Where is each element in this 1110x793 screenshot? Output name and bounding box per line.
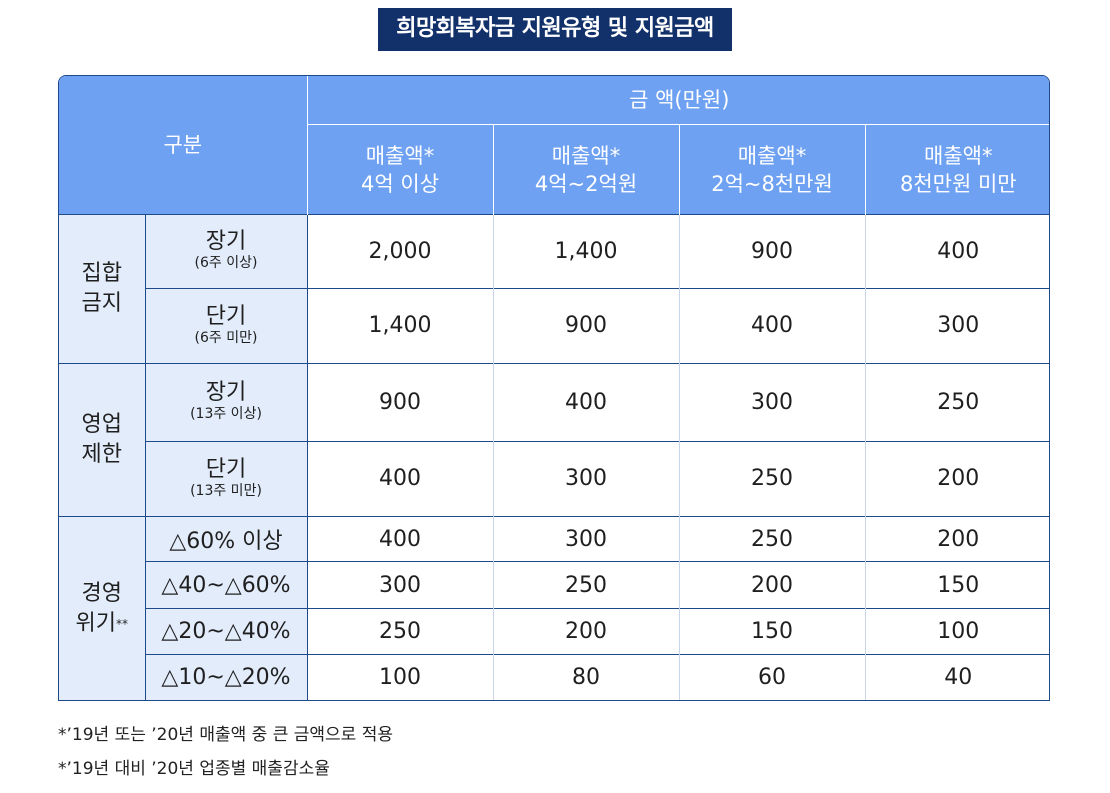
category-superscript: ** (115, 616, 128, 631)
value-cell: 400 (307, 516, 494, 562)
footnote: *’19년 또는 ’20년 매출액 중 큰 금액으로 적용 (58, 725, 393, 745)
subcategory-label: 단기 (205, 456, 247, 482)
value-cell: 250 (678, 440, 866, 517)
subcategory-cell: △40~△60% (145, 561, 308, 609)
subcategory-label: 장기 (205, 229, 247, 255)
column-header-line1: 매출액* (924, 143, 993, 168)
subcategory-note: (6주 이상) (194, 255, 258, 272)
footnotes: *’19년 또는 ’20년 매출액 중 큰 금액으로 적용 *’19년 대비 ’… (58, 718, 393, 786)
subcategory-cell: 단기 (6주 미만) (145, 287, 308, 364)
column-header-line1: 매출액* (551, 143, 621, 168)
column-header-line2: 4억 이상 (361, 171, 440, 196)
value-cell: 100 (864, 607, 1049, 655)
table-row: 단기 (13주 미만) 400 300 250 200 (59, 440, 1049, 517)
value-cell: 400 (307, 440, 494, 517)
value-cell: 900 (307, 363, 494, 442)
category-header: 구분 (59, 76, 308, 215)
category-line1: 경영 (81, 580, 122, 606)
column-header: 매출액* 8천만원 미만 (864, 124, 1049, 215)
value-cell: 200 (678, 561, 866, 609)
value-cell: 250 (678, 516, 866, 562)
value-cell: 200 (864, 516, 1049, 562)
subcategory-cell: △60% 이상 (145, 516, 308, 562)
value-cell: 150 (864, 561, 1049, 609)
table-row: △20~△40% 250 200 150 100 (59, 607, 1049, 655)
category-line1: 집합 (81, 261, 122, 286)
value-cell: 80 (492, 654, 680, 700)
column-header-line1: 매출액* (365, 143, 435, 168)
value-cell: 200 (864, 440, 1049, 517)
page-title: 희망회복자금 지원유형 및 지원금액 (378, 8, 732, 51)
support-amount-table: 구분 금 액(만원) 매출액* 4억 이상 매출액* 4억~2억원 매출액* 2억~8… (59, 76, 1049, 700)
subcategory-cell: △10~△20% (145, 654, 308, 700)
title-wrap: 희망회복자금 지원유형 및 지원금액 (0, 8, 1110, 51)
value-cell: 1,400 (492, 213, 680, 288)
value-cell: 300 (492, 440, 680, 517)
header-row-2: 매출액* 4억 이상 매출액* 4억~2억원 매출액* 2억~8천만원 매출액* 8천만… (59, 124, 1049, 215)
column-header: 매출액* 4억~2억원 (492, 124, 680, 215)
value-cell: 40 (864, 654, 1049, 700)
amount-header: 금 액(만원) (306, 76, 1049, 126)
subcategory-note: (13주 미만) (190, 482, 262, 499)
subcategory-note: (6주 미만) (194, 329, 258, 346)
subcategory-cell: 장기 (13주 이상) (145, 363, 308, 442)
value-cell: 250 (307, 607, 494, 655)
subcategory-cell: 장기 (6주 이상) (145, 213, 308, 288)
value-cell: 400 (678, 287, 866, 364)
value-cell: 100 (307, 654, 494, 700)
column-header-line1: 매출액* (737, 143, 807, 168)
value-cell: 2,000 (307, 213, 494, 288)
subcategory-cell: 단기 (13주 미만) (145, 440, 308, 517)
value-cell: 400 (492, 363, 680, 442)
value-cell: 250 (864, 363, 1049, 442)
value-cell: 300 (678, 363, 866, 442)
value-cell: 300 (864, 287, 1049, 364)
value-cell: 60 (678, 654, 866, 700)
category-line2: 제한 (81, 442, 122, 468)
subcategory-cell: △20~△40% (145, 607, 308, 655)
column-header-line2: 4억~2억원 (534, 171, 638, 196)
support-table: 구분 금 액(만원) 매출액* 4억 이상 매출액* 4억~2억원 매출액* 2억~8… (58, 75, 1050, 701)
category-line2: 위기 (75, 610, 116, 636)
subcategory-label: 장기 (205, 380, 247, 406)
column-header-line2: 2억~8천만원 (711, 171, 833, 196)
column-header-line2: 8천만원 미만 (899, 171, 1017, 196)
column-header: 매출액* 2억~8천만원 (678, 124, 866, 215)
category-line2: 금지 (81, 291, 122, 316)
value-cell: 300 (307, 561, 494, 609)
subcategory-label: 단기 (205, 303, 247, 329)
value-cell: 150 (678, 607, 866, 655)
footnote: *’19년 대비 ’20년 업종별 매출감소율 (58, 759, 330, 779)
value-cell: 250 (492, 561, 680, 609)
value-cell: 400 (864, 213, 1049, 288)
value-cell: 300 (492, 516, 680, 562)
category-line1: 영업 (81, 412, 122, 438)
value-cell: 900 (678, 213, 866, 288)
table-row: △40~△60% 300 250 200 150 (59, 561, 1049, 609)
table-row: 단기 (6주 미만) 1,400 900 400 300 (59, 287, 1049, 364)
column-header: 매출액* 4억 이상 (306, 124, 494, 215)
value-cell: 1,400 (307, 287, 494, 364)
value-cell: 200 (492, 607, 680, 655)
table-row: △10~△20% 100 80 60 40 (59, 654, 1049, 700)
value-cell: 900 (492, 287, 680, 364)
subcategory-note: (13주 이상) (190, 406, 262, 423)
header-row-1: 구분 금 액(만원) (59, 76, 1049, 215)
